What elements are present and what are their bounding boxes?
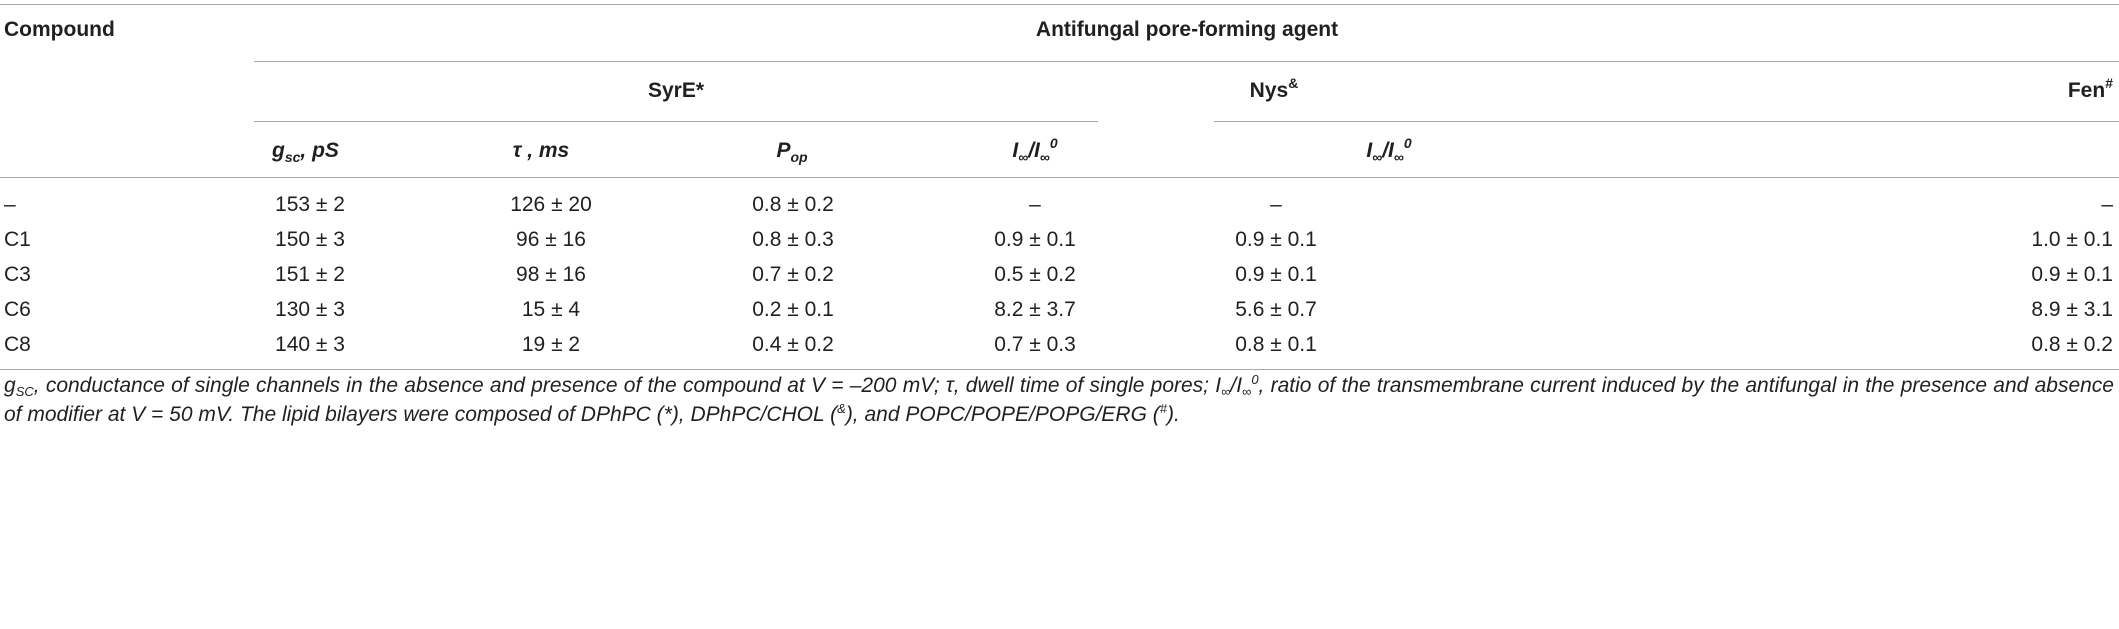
- cell-compound: –: [4, 193, 16, 216]
- ratio-slash: /I: [1382, 139, 1394, 162]
- cell-fen-ratio: 0.9 ± 0.1: [2031, 263, 2113, 286]
- nys-fen-header-rule: [1214, 121, 2119, 122]
- pop-sub: op: [790, 149, 808, 165]
- caption-inf-2: ∞: [1242, 384, 1252, 399]
- cell-gsc: 151 ± 2: [275, 263, 345, 286]
- cell-syre-ratio: 0.9 ± 0.1: [994, 228, 1076, 251]
- group-header: Antifungal pore-forming agent: [1035, 18, 1339, 41]
- gsc-main: g: [272, 139, 285, 162]
- cell-gsc: 140 ± 3: [275, 333, 345, 356]
- cell-pop: 0.8 ± 0.2: [752, 193, 834, 216]
- cell-compound: C1: [4, 228, 31, 251]
- nys-fen-ratio-header: I∞/I∞0: [1366, 136, 1411, 165]
- syre-header-rule: [254, 121, 1098, 122]
- table-footnote: gSC, conductance of single channels in t…: [4, 371, 2114, 429]
- syre-ratio-header: I∞/I∞0: [1012, 136, 1057, 165]
- cell-nys-ratio: 0.8 ± 0.1: [1235, 333, 1317, 356]
- cell-syre-ratio: 0.5 ± 0.2: [994, 263, 1076, 286]
- gsc-unit: , pS: [300, 139, 339, 162]
- pop-header: Pop: [776, 139, 808, 165]
- group-header-rule: [254, 61, 2119, 62]
- column-header-rule: [0, 177, 2119, 178]
- cell-pop: 0.8 ± 0.3: [752, 228, 834, 251]
- cell-gsc: 153 ± 2: [275, 193, 345, 216]
- ratio-main: I: [1366, 139, 1373, 162]
- cell-gsc: 150 ± 3: [275, 228, 345, 251]
- ratio-sub-1: ∞: [1018, 149, 1029, 165]
- fen-superscript: #: [2105, 75, 2113, 91]
- pop-main: P: [776, 139, 791, 162]
- cell-tau: 96 ± 16: [516, 228, 586, 251]
- caption-part-3: ), and POPC/POPE/POPG/ERG (: [845, 403, 1160, 426]
- caption-hash: #: [1159, 401, 1167, 416]
- ratio-sub-2: ∞: [1039, 149, 1050, 165]
- cell-pop: 0.2 ± 0.1: [752, 298, 834, 321]
- cell-nys-ratio: 5.6 ± 0.7: [1235, 298, 1317, 321]
- caption-amp: &: [837, 401, 846, 416]
- cell-pop: 0.7 ± 0.2: [752, 263, 834, 286]
- cell-nys-ratio: 0.9 ± 0.1: [1235, 228, 1317, 251]
- fen-label: Fen: [2067, 79, 2106, 102]
- ratio-main: I: [1012, 139, 1019, 162]
- cell-fen-ratio: –: [2101, 193, 2113, 216]
- caption-part-4: ).: [1166, 403, 1180, 426]
- caption-inf-1: ∞: [1221, 384, 1231, 399]
- ratio-sub-2: ∞: [1393, 149, 1404, 165]
- cell-compound: C3: [4, 263, 31, 286]
- cell-syre-ratio: –: [1029, 193, 1041, 216]
- cell-fen-ratio: 0.8 ± 0.2: [2031, 333, 2113, 356]
- nys-label: Nys: [1249, 79, 1289, 102]
- cell-fen-ratio: 1.0 ± 0.1: [2031, 228, 2113, 251]
- fen-header: Fen#: [2067, 76, 2113, 103]
- caption-g: g: [4, 374, 16, 397]
- cell-syre-ratio: 0.7 ± 0.3: [994, 333, 1076, 356]
- caption-part-1: , conductance of single channels in the …: [33, 374, 1222, 397]
- nys-superscript: &: [1288, 75, 1299, 91]
- gsc-sub: sc: [284, 149, 301, 165]
- nys-header: Nys&: [1249, 76, 1299, 103]
- cell-syre-ratio: 8.2 ± 3.7: [994, 298, 1076, 321]
- caption-g-sub: SC: [15, 384, 34, 399]
- cell-tau: 19 ± 2: [521, 333, 581, 356]
- cell-tau: 15 ± 4: [521, 298, 581, 321]
- ratio-slash: /I: [1028, 139, 1040, 162]
- cell-fen-ratio: 8.9 ± 3.1: [2031, 298, 2113, 321]
- caption-slash: /I: [1230, 374, 1243, 397]
- syre-header: SyrE*: [647, 79, 705, 102]
- caption-zero: 0: [1251, 372, 1259, 387]
- caption-part-2: , ratio of the transmembrane current ind…: [4, 374, 2114, 426]
- cell-tau: 98 ± 16: [516, 263, 586, 286]
- cell-gsc: 130 ± 3: [275, 298, 345, 321]
- compound-header: Compound: [4, 18, 115, 41]
- table-top-rule: [0, 4, 2119, 5]
- cell-compound: C8: [4, 333, 31, 356]
- cell-nys-ratio: –: [1270, 193, 1282, 216]
- cell-tau: 126 ± 20: [510, 193, 592, 216]
- tau-header: τ , ms: [512, 139, 570, 162]
- ratio-sub-1: ∞: [1372, 149, 1383, 165]
- ratio-sup: 0: [1403, 135, 1412, 151]
- cell-nys-ratio: 0.9 ± 0.1: [1235, 263, 1317, 286]
- table-bottom-rule: [0, 369, 2119, 370]
- cell-pop: 0.4 ± 0.2: [752, 333, 834, 356]
- cell-compound: C6: [4, 298, 31, 321]
- ratio-sup: 0: [1049, 135, 1058, 151]
- gsc-header: gsc, pS: [272, 139, 339, 165]
